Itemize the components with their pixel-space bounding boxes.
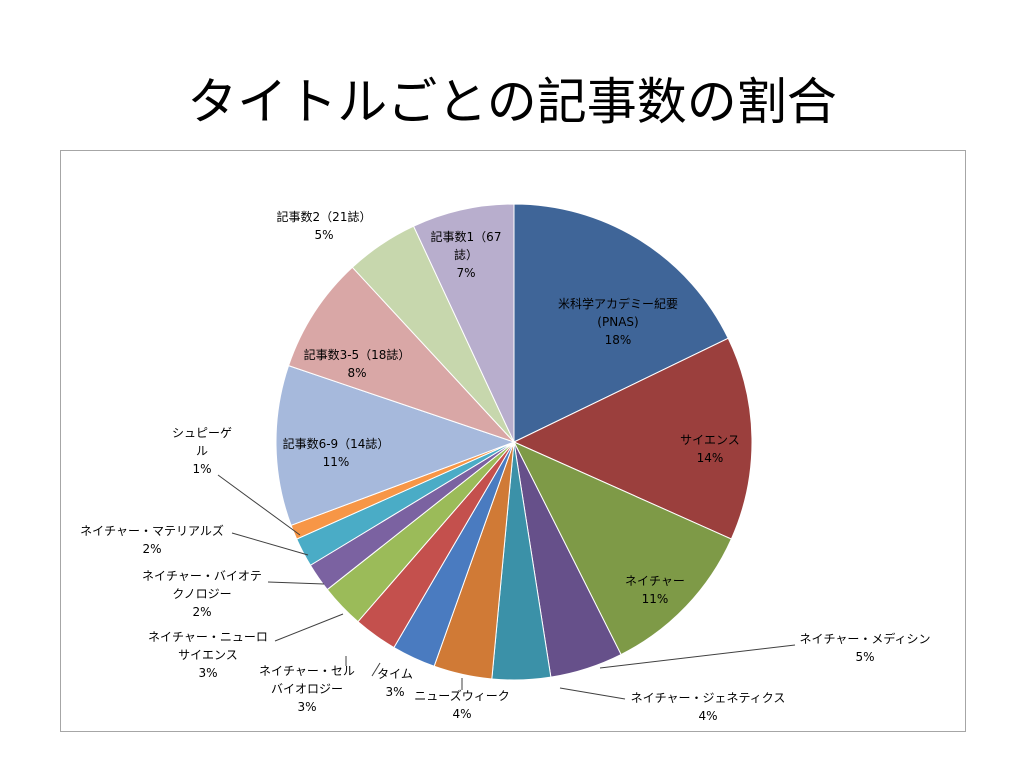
slice-name: 米科学アカデミー紀要 — [558, 296, 678, 311]
slice-percent: 2% — [192, 605, 211, 619]
leader-line — [217, 474, 301, 536]
slice-label: ネイチャー・バイオテクノロジー 2% — [142, 569, 262, 619]
slice-percent: 4% — [452, 707, 471, 721]
pie-slice — [512, 440, 732, 656]
slice-percent: 5% — [855, 650, 874, 664]
pie-slices — [275, 203, 753, 681]
slice-name: クノロジー — [172, 587, 231, 601]
leader-line — [599, 644, 796, 669]
leader-line — [371, 662, 381, 677]
slice-label: ネイチャー・メディシン 5% — [799, 631, 930, 664]
slice-name: ネイチャー・ジェネティクス — [631, 691, 786, 705]
slice-name: 記事数1（67 — [431, 229, 502, 244]
slice-name: ネイチャー・マテリアルズ — [80, 523, 224, 538]
leader-line — [274, 613, 344, 642]
slice-percent: 11% — [323, 455, 350, 469]
slice-name: 記事数3-5（18誌） — [304, 347, 411, 362]
slice-percent: 7% — [456, 266, 475, 280]
slice-percent: 3% — [385, 685, 404, 699]
pie-slice — [275, 365, 516, 526]
slice-name: ネイチャー・ニューロ — [148, 630, 268, 644]
slice-percent: 11% — [642, 592, 669, 606]
slice-name: ル — [196, 444, 208, 458]
pie-slice — [512, 337, 753, 540]
slice-name: サイエンス — [680, 433, 740, 447]
slice-name: 記事数6-9（14誌） — [283, 436, 390, 451]
pie-slice — [287, 266, 515, 443]
slice-label: ネイチャー 11% — [625, 574, 685, 606]
slice-name: ニューズウィーク — [414, 688, 509, 703]
slice-labels: 米科学アカデミー紀要(PNAS) 18%サイエンス 14%ネイチャー 11%ネイチャー… — [80, 209, 930, 723]
slice-name: サイエンス — [178, 648, 238, 662]
slice-label: 記事数3-5（18誌） 8% — [304, 347, 411, 380]
slice-percent: 4% — [698, 709, 717, 723]
pie-slice — [412, 203, 515, 443]
slice-name: 誌） — [454, 247, 478, 262]
slice-percent: 14% — [697, 451, 724, 465]
slice-label: ネイチャー・マテリアルズ 2% — [80, 523, 224, 556]
leader-line — [231, 532, 309, 556]
slice-percent: 1% — [192, 462, 211, 476]
slice-percent: 8% — [347, 366, 366, 380]
slice-label: 記事数2（21誌） 5% — [277, 209, 372, 242]
slice-percent: 3% — [297, 700, 316, 714]
slice-label: サイエンス 14% — [680, 433, 740, 465]
slice-name: (PNAS) — [597, 315, 638, 329]
chart-frame — [60, 150, 966, 732]
slice-label: 記事数6-9（14誌） 11% — [283, 436, 390, 469]
slice-label: ネイチャー・ニューロサイエンス 3% — [148, 630, 268, 680]
slice-label: ニューズウィーク 4% — [414, 688, 509, 721]
slice-percent: 2% — [142, 542, 161, 556]
slice-name: シュピーゲ — [172, 426, 232, 440]
slice-percent: 5% — [314, 228, 333, 242]
slice-label: シュピーゲル 1% — [172, 426, 232, 476]
slice-label: ネイチャー・ジェネティクス 4% — [631, 691, 786, 723]
slide-title: タイトルごとの記事数の割合 — [187, 73, 837, 131]
slice-name: ネイチャー・セル — [259, 664, 355, 678]
leader-lines — [217, 474, 796, 700]
slice-name: ネイチャー — [625, 574, 685, 588]
leader-line — [559, 687, 626, 700]
slice-label: 記事数1（67 誌） 7% — [431, 229, 502, 280]
leader-line — [267, 581, 325, 585]
slice-label: タイム 3% — [377, 667, 413, 699]
pie-slice — [513, 203, 729, 443]
slice-percent: 18% — [605, 333, 632, 347]
slice-percent: 3% — [198, 666, 217, 680]
slice-label: 米科学アカデミー紀要 (PNAS) 18% — [558, 296, 678, 347]
slice-label: ネイチャー・セルバイオロジー 3% — [259, 664, 355, 714]
slice-name: 記事数2（21誌） — [277, 209, 372, 224]
slice-name: ネイチャー・メディシン — [799, 631, 930, 646]
slice-name: タイム — [377, 667, 413, 681]
slice-name: ネイチャー・バイオテ — [142, 569, 262, 583]
slice-name: バイオロジー — [271, 682, 343, 696]
